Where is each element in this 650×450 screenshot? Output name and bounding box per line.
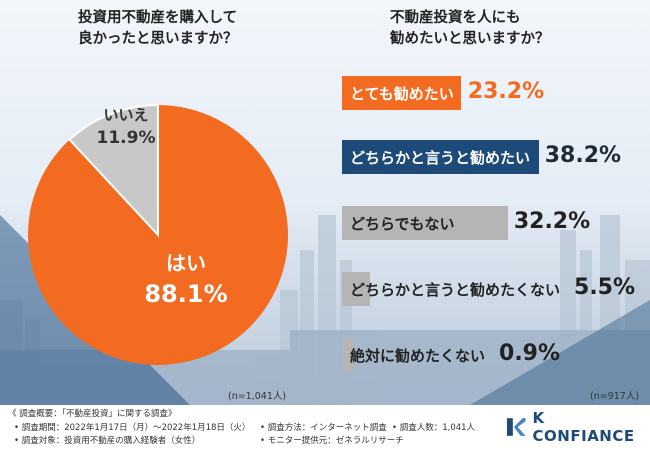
company-logo: K CONFIANCE xyxy=(505,409,650,445)
bar xyxy=(342,76,462,110)
pie-chart: はい 88.1% いいえ 11.9% xyxy=(28,103,288,365)
bar-value-label: 38.2% xyxy=(544,143,622,168)
bar-category-label: どちらかと言うと勧めたくない xyxy=(350,281,561,299)
logo-text: K CONFIANCE xyxy=(532,409,635,445)
right-sample-size: (n=917人) xyxy=(590,391,640,402)
left-title-line1: 投資用不動産を購入して xyxy=(78,10,238,26)
survey-count: • 調査人数：1,041人 xyxy=(392,423,476,433)
bar-value-label: 0.9% xyxy=(499,341,561,366)
left-sample-size: (n=1,041人) xyxy=(228,391,287,402)
left-title-line2: 良かったと思いますか？ xyxy=(78,31,238,47)
pie-value-yes: 88.1% xyxy=(144,280,227,308)
survey-provider: • モニター提供元：ゼネラルリサーチ xyxy=(260,436,404,446)
right-title-line2: 勧めたいと思いますか？ xyxy=(390,31,550,47)
bar-category-label: 絶対に勧めたくない xyxy=(350,347,486,365)
bar xyxy=(342,272,371,306)
bar-category-label: どちらでもない xyxy=(350,215,455,233)
survey-target: • 調査対象：投資用不動産の購入経験者（女性） xyxy=(14,436,201,446)
pie-label-no: いいえ xyxy=(103,106,148,124)
left-chart-title: 投資用不動産を購入して 良かったと思いますか？ xyxy=(78,8,298,50)
survey-heading: 《 調査概要：「不動産投資」に関する調査》 xyxy=(8,409,177,419)
right-chart-title: 不動産投資を人にも 勧めたいと思いますか？ xyxy=(390,8,630,50)
footer xyxy=(0,405,650,450)
pie-label-yes: はい xyxy=(166,251,206,275)
bar-category-label: とても勧めたい xyxy=(350,85,454,103)
bar xyxy=(342,140,539,174)
bar xyxy=(342,206,508,240)
bar-value-label: 5.5% xyxy=(574,275,636,300)
survey-period: • 調査期間：2022年1月17日（月）〜2022年1月18日（火） xyxy=(14,423,251,433)
pie-value-no: 11.9% xyxy=(97,128,156,148)
pie-slice-no xyxy=(68,103,159,238)
bar-category-label: どちらかと言うと勧めたい xyxy=(350,149,531,167)
bar xyxy=(342,338,354,372)
bar-value-label: 23.2% xyxy=(467,79,545,104)
right-title-line1: 不動産投資を人にも xyxy=(390,10,521,26)
k-logo-icon xyxy=(506,418,526,436)
survey-method: • 調査方法：インターネット調査 xyxy=(260,423,387,433)
bar-value-label: 32.2% xyxy=(513,209,591,234)
